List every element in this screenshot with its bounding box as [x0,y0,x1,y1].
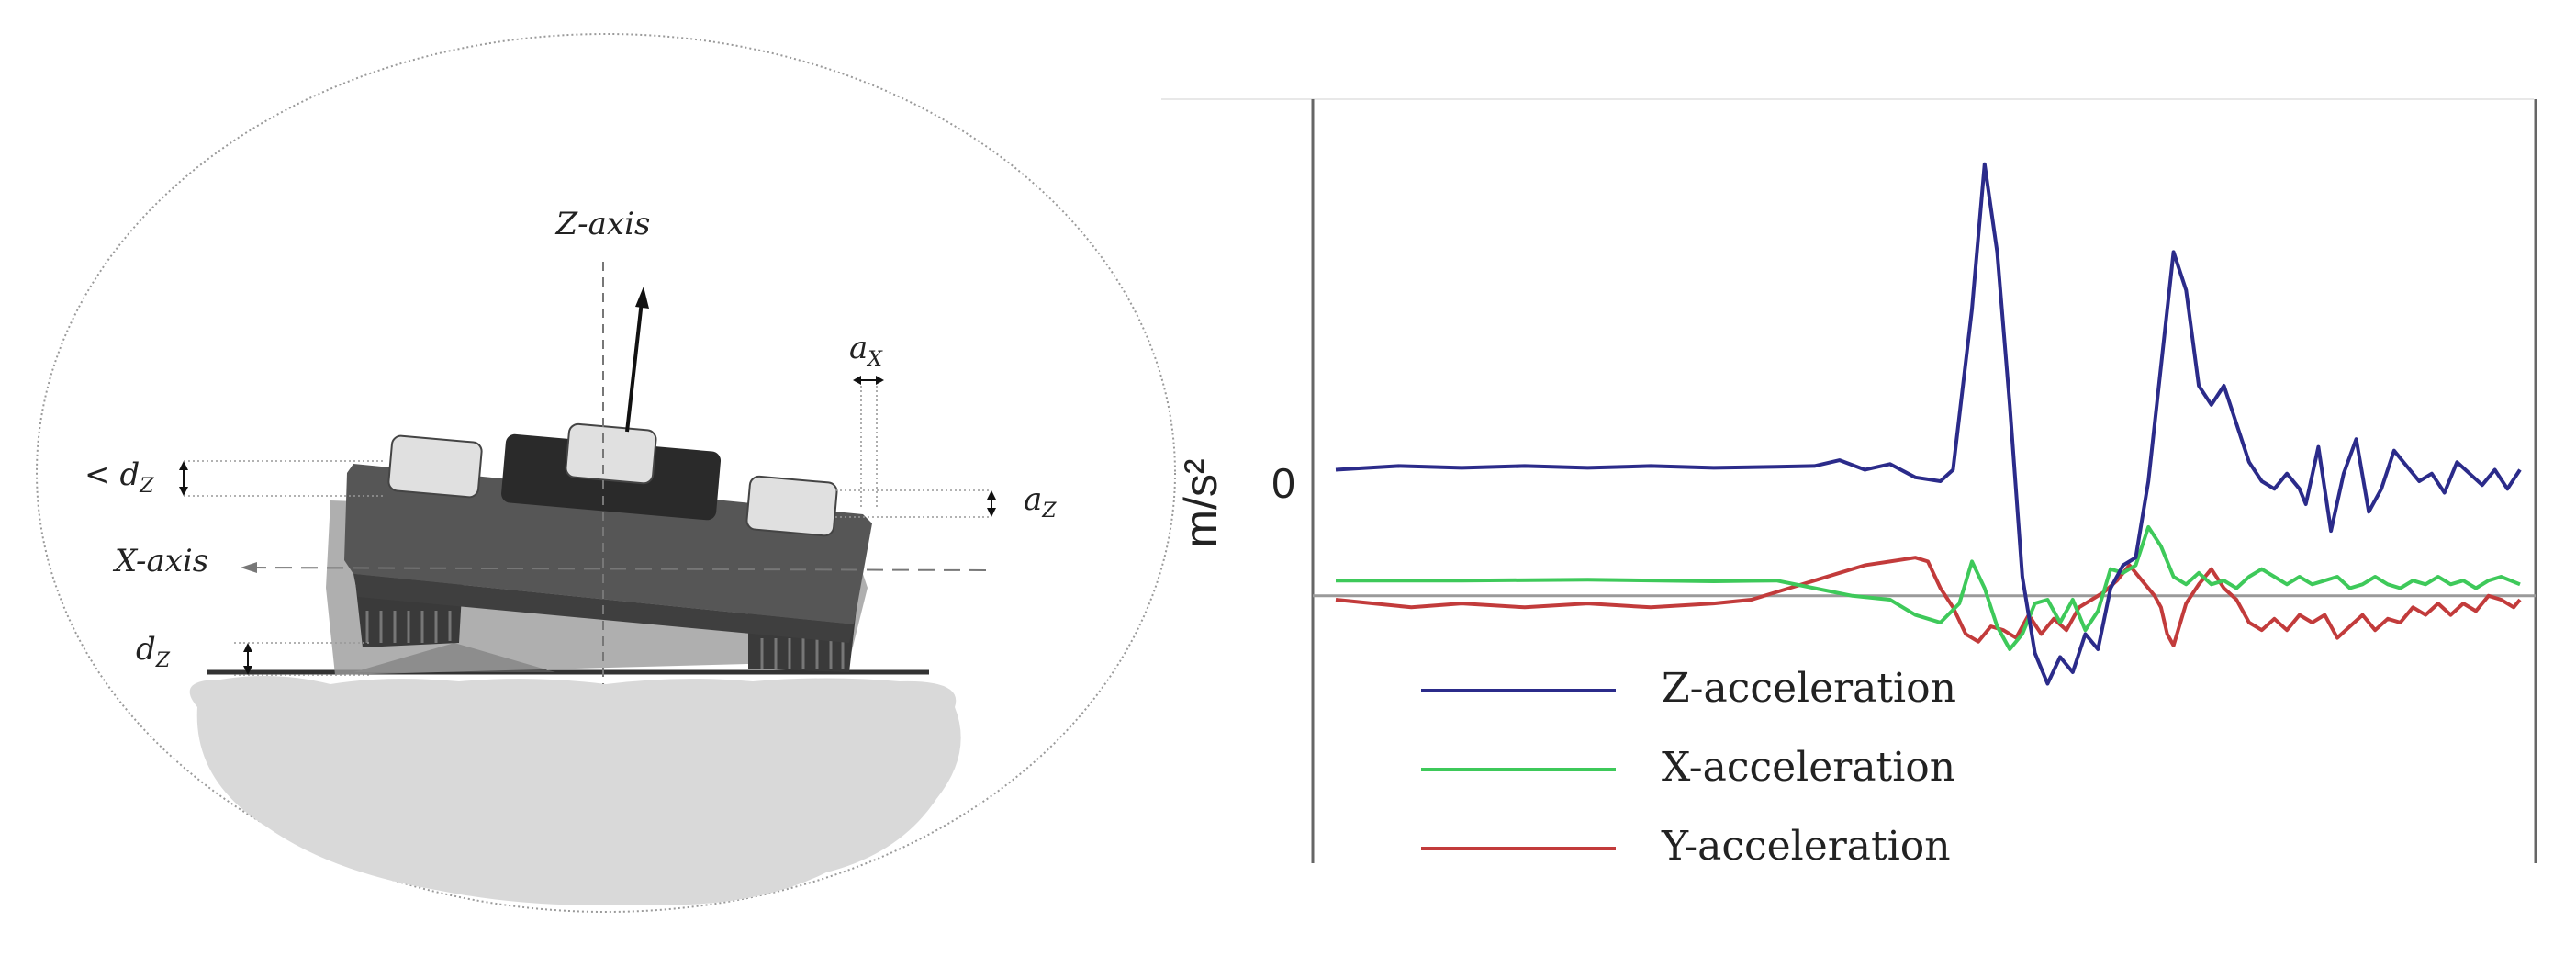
z-axis-label: Z-axis [555,206,651,242]
series-line-y-acceleration [1335,556,2522,647]
legend-label-x: X-acceleration [1662,744,1955,791]
ax-label: aX [849,330,883,371]
dz-label: dZ [136,631,171,672]
acceleration-chart: 0 m/s² Z-acceleration X-acceleration Y-a… [1161,98,2537,870]
dimension-arrowheads [179,376,996,675]
right-track-treads [760,638,845,669]
series-line-x-acceleration [1336,524,2521,651]
guide-lines [184,386,991,676]
x-axis-label: X-axis [112,543,208,579]
normal-vector-arrowhead [635,287,649,309]
x-axis-arrowhead [241,562,257,573]
legend: Z-acceleration X-acceleration Y-accelera… [1421,665,1956,870]
robot-diagram: Z-axis X-axis aX aZ < dZ dZ [36,33,1176,913]
robot-body [344,464,872,624]
y-axis-label: m/s² [1175,458,1226,547]
series-layer [1335,162,2522,686]
x-axis-line [249,567,988,571]
terrain-blob [189,676,961,905]
robot-top-box-right [745,475,838,537]
diagram-border-ellipse [36,33,1176,913]
robot-top-box-left [387,434,483,499]
zero-tick-label: 0 [1271,459,1295,507]
legend-label-z: Z-acceleration [1662,665,1956,712]
series-line-z-acceleration [1335,162,2522,686]
az-label: aZ [1024,481,1057,523]
legend-label-y: Y-acceleration [1661,823,1951,870]
lt-dz-label: < dZ [84,456,154,498]
robot-top-box-sensor [565,422,657,485]
left-track-treads [365,611,452,643]
normal-vector-line [625,300,644,433]
